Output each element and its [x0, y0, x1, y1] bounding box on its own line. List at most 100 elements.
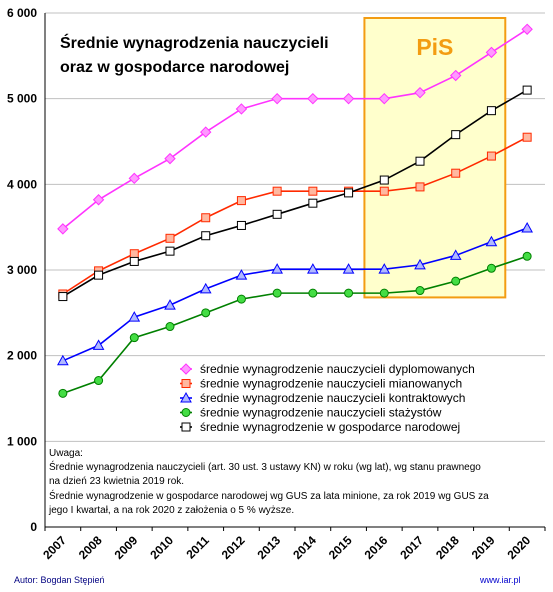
y-tick-label: 0 [30, 520, 37, 534]
series-2 [58, 132, 532, 299]
legend-label: średnie wynagrodzenie nauczycieli stażys… [200, 406, 442, 420]
data-point-open-square [486, 106, 496, 116]
data-point-diamond [200, 126, 212, 138]
data-point-open-square [201, 231, 211, 241]
data-point-diamond [92, 194, 105, 206]
data-point-circle [522, 251, 532, 261]
data-point-open-square [379, 175, 389, 185]
x-tick-label: 2016 [362, 533, 391, 562]
chart-title-line-2: oraz w gospodarce narodowej [60, 59, 289, 76]
data-point-square [201, 213, 211, 223]
x-tick-labels: 2007 2008 2009 2010 2011 2012 2013 2014 2015 2016… [40, 533, 533, 562]
y-tick-label: 2 000 [7, 349, 37, 363]
note-line: jego I kwartał, a na rok 2020 z założeni… [48, 505, 294, 516]
data-point-diamond [180, 363, 192, 375]
y-tick-label: 3 000 [7, 263, 37, 277]
note-line: Uwaga: [49, 448, 83, 459]
data-point-triangle [199, 282, 212, 294]
data-point-open-square [94, 270, 104, 280]
data-point-circle [181, 408, 191, 417]
data-point-diamond [521, 23, 533, 35]
data-point-square [165, 233, 175, 243]
x-tick-label: 2011 [184, 533, 213, 562]
data-point-square [522, 132, 532, 142]
x-tick-label: 2014 [290, 533, 319, 562]
data-point-triangle [180, 391, 192, 403]
data-point-diamond [342, 92, 355, 105]
data-point-open-square [451, 130, 461, 140]
data-point-square [379, 186, 389, 196]
series-line [62, 28, 528, 230]
data-point-diamond [485, 46, 498, 59]
series-group [57, 23, 533, 398]
notes-block: Uwaga: Średnie wynagrodzenia nauczycieli… [48, 448, 489, 516]
data-point-triangle [449, 249, 462, 260]
data-point-circle [94, 376, 104, 386]
legend-label: średnie wynagrodzenie nauczycieli mianow… [200, 377, 462, 391]
data-point-circle [308, 288, 318, 298]
series-3 [57, 221, 533, 366]
data-point-circle [486, 263, 496, 273]
author-credit: Autor: Bogdan Stępień [14, 575, 105, 585]
legend: średnie wynagrodzenie nauczycieli dyplom… [180, 362, 475, 434]
data-point-circle [272, 288, 282, 298]
data-point-square [486, 151, 496, 161]
data-point-diamond [128, 172, 140, 185]
data-point-triangle [342, 263, 355, 274]
x-tick-label: 2012 [219, 533, 248, 562]
data-point-triangle [92, 339, 105, 350]
data-point-diamond [271, 92, 283, 105]
data-point-triangle [128, 311, 141, 322]
data-point-open-square [236, 220, 246, 230]
data-point-square [451, 168, 461, 178]
pis-period-box [363, 17, 507, 299]
y-tick-label: 6 000 [7, 6, 37, 20]
data-point-circle [236, 294, 246, 304]
data-point-square [308, 186, 318, 196]
y-tick-label: 1 000 [7, 434, 37, 448]
series-line [62, 255, 528, 395]
data-point-square [415, 182, 425, 192]
data-point-circle [129, 333, 139, 343]
data-point-triangle [307, 263, 319, 274]
x-tick-label: 2020 [504, 533, 533, 562]
data-point-triangle [521, 221, 533, 233]
data-point-square [236, 196, 246, 206]
data-point-square [272, 186, 282, 196]
data-point-circle [344, 288, 354, 298]
data-point-diamond [450, 69, 462, 82]
data-point-triangle [164, 299, 176, 310]
legend-label: średnie wynagrodzenie nauczycieli dyplom… [200, 362, 475, 376]
note-line: Średnie wynagrodzenia nauczycieli (art. … [49, 460, 481, 473]
data-point-open-square [272, 209, 282, 219]
data-point-circle [415, 286, 425, 296]
legend-label: średnie wynagrodzenie nauczycieli kontra… [200, 391, 465, 405]
x-tick-label: 2015 [326, 533, 355, 562]
data-point-triangle [485, 235, 498, 247]
data-point-open-square [415, 156, 425, 166]
data-point-circle [201, 308, 211, 318]
x-tick-label: 2018 [433, 533, 462, 562]
data-point-diamond [307, 92, 319, 105]
series-line [62, 136, 528, 295]
data-point-triangle [378, 263, 391, 274]
y-tick-label: 4 000 [7, 177, 37, 191]
data-point-diamond [414, 86, 426, 99]
data-point-open-square [522, 85, 532, 95]
x-tick-label: 2013 [254, 533, 283, 562]
data-point-triangle [271, 263, 283, 274]
x-tick-label: 2017 [397, 533, 426, 562]
data-point-circle [165, 322, 175, 332]
data-point-open-square [58, 292, 68, 302]
x-tick-label: 2009 [112, 533, 141, 562]
series-5 [58, 85, 532, 302]
y-tick-label: 5 000 [7, 92, 37, 106]
site-credit: www.iar.pl [479, 575, 521, 585]
data-point-diamond [57, 223, 69, 235]
data-point-triangle [414, 258, 426, 270]
series-line [62, 227, 528, 362]
data-point-circle [451, 276, 461, 286]
x-tick-label: 2007 [40, 533, 69, 562]
data-point-open-square [344, 188, 354, 198]
